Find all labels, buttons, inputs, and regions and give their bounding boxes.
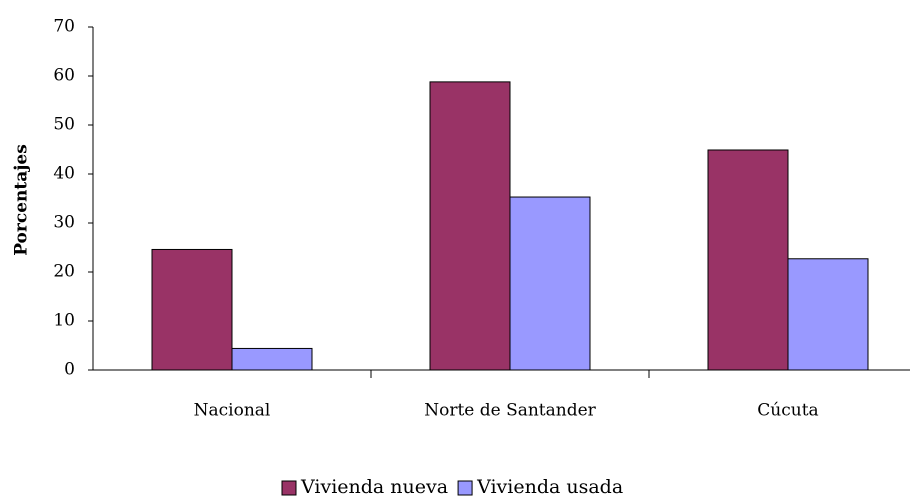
legend-swatch xyxy=(281,480,297,496)
x-tick-label: Norte de Santander xyxy=(424,401,596,421)
bar xyxy=(707,149,789,371)
x-tick-label: Cúcuta xyxy=(757,401,818,421)
bar xyxy=(787,258,869,371)
x-tick-label: Nacional xyxy=(194,401,271,421)
bar xyxy=(151,248,233,371)
y-tick-label: 20 xyxy=(53,262,75,282)
y-tick-label: 70 xyxy=(53,17,75,37)
y-tick-label: 40 xyxy=(53,164,75,184)
legend-label: Vivienda nueva xyxy=(300,476,448,497)
y-axis-label: Porcentajes xyxy=(12,144,32,256)
legend-label: Vivienda usada xyxy=(476,476,623,497)
y-tick-label: 30 xyxy=(53,213,75,233)
legend-swatch xyxy=(457,480,473,496)
y-tick-label: 50 xyxy=(53,115,75,135)
bar xyxy=(509,196,591,371)
y-tick-label: 60 xyxy=(53,66,75,86)
bar xyxy=(231,347,313,371)
y-tick-label: 0 xyxy=(64,360,75,380)
bar xyxy=(429,81,511,371)
y-tick-label: 10 xyxy=(53,311,75,331)
